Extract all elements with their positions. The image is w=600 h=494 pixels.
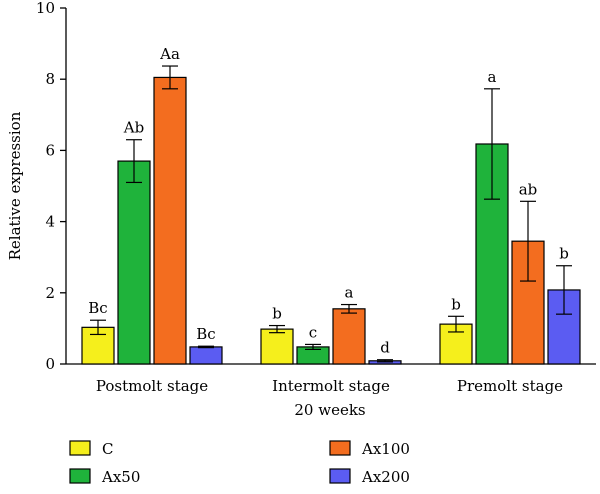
y-tick-label: 10 — [36, 0, 55, 17]
y-tick-label: 8 — [45, 70, 55, 88]
bar — [475, 143, 509, 365]
significance-label: b — [451, 295, 461, 313]
significance-label: Bc — [196, 325, 215, 343]
significance-label: Ab — [123, 119, 144, 137]
legend-label: Ax50 — [101, 468, 140, 486]
legend-swatch — [69, 440, 91, 456]
y-tick-label: 6 — [45, 141, 55, 159]
y-tick-label: 0 — [45, 355, 55, 373]
y-axis-label: Relative expression — [6, 111, 24, 260]
legend: C Ax50 Ax100 Ax200 — [69, 440, 410, 486]
category-labels: Postmolt stage Intermolt stage Premolt sta… — [96, 377, 563, 395]
bar — [189, 346, 223, 365]
legend-label: Ax200 — [361, 468, 410, 486]
significance-label: Bc — [88, 299, 107, 317]
bar — [260, 328, 294, 365]
category-label: Premolt stage — [457, 377, 563, 395]
legend-swatch — [69, 468, 91, 484]
y-tick-label: 2 — [45, 284, 55, 302]
significance-label: Aa — [159, 45, 180, 63]
significance-label: c — [309, 323, 317, 341]
legend-swatch — [329, 468, 351, 484]
bar — [332, 308, 366, 365]
y-tick-label: 4 — [45, 213, 55, 231]
bar-groups: Bc b b Ab c a Aa a ab Bc d b — [81, 45, 581, 365]
legend-label: Ax100 — [361, 440, 410, 458]
legend-swatch — [329, 440, 351, 456]
y-axis: 0 2 4 6 8 10 — [36, 0, 67, 373]
category-label: Intermolt stage — [272, 377, 390, 395]
x-axis-label: 20 weeks — [294, 401, 365, 419]
significance-label: a — [488, 68, 497, 86]
significance-label: a — [345, 284, 354, 302]
significance-label: ab — [519, 180, 538, 198]
significance-label: b — [559, 245, 569, 263]
significance-label: d — [380, 339, 390, 357]
category-label: Postmolt stage — [96, 377, 208, 395]
y-ticks: 0 2 4 6 8 10 — [36, 0, 66, 373]
bar — [153, 76, 187, 365]
legend-label: C — [102, 440, 113, 458]
bar — [117, 160, 151, 365]
significance-label: b — [272, 305, 282, 323]
